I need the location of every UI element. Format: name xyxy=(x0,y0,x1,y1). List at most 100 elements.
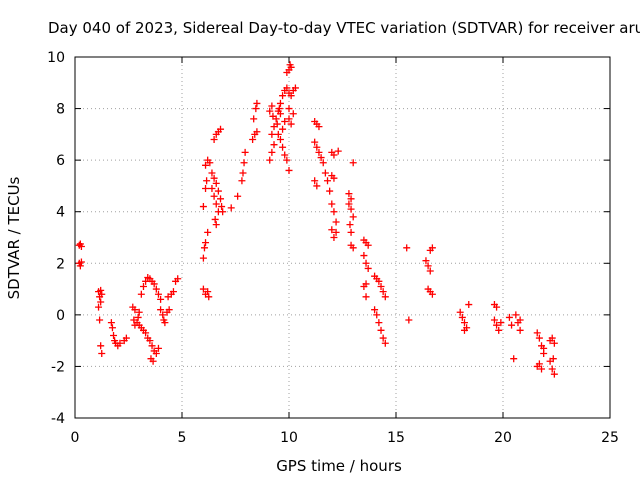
data-point-marker xyxy=(204,288,212,296)
data-point-marker xyxy=(371,306,379,314)
data-point-marker xyxy=(285,105,293,113)
data-point-marker xyxy=(287,92,295,100)
y-tick-label: -2 xyxy=(51,359,65,375)
x-tick-label: 20 xyxy=(494,430,512,446)
data-point-marker xyxy=(505,313,513,321)
data-point-marker xyxy=(270,141,278,149)
data-point-marker xyxy=(208,185,216,193)
data-point-marker xyxy=(495,326,503,334)
data-point-marker xyxy=(96,316,104,324)
data-point-marker xyxy=(139,282,147,290)
data-point-marker xyxy=(381,339,389,347)
data-point-marker xyxy=(330,151,338,159)
data-point-marker xyxy=(334,147,342,155)
data-point-marker xyxy=(313,143,321,151)
data-point-marker xyxy=(152,285,160,293)
data-point-marker xyxy=(210,192,218,200)
data-point-marker xyxy=(287,120,295,128)
data-point-marker xyxy=(95,303,103,311)
data-point-marker xyxy=(174,275,182,283)
data-point-marker xyxy=(142,277,150,285)
data-point-marker xyxy=(428,290,436,298)
data-point-marker xyxy=(211,215,219,223)
data-point-marker xyxy=(238,177,246,185)
data-point-marker xyxy=(210,136,218,144)
data-point-marker xyxy=(250,115,258,123)
data-point-marker xyxy=(108,324,116,332)
data-points xyxy=(75,61,558,378)
data-point-marker xyxy=(548,365,556,373)
data-point-marker xyxy=(362,259,370,267)
data-point-marker xyxy=(268,130,276,138)
data-point-marker xyxy=(199,203,207,211)
data-point-marker xyxy=(76,262,84,270)
data-point-marker xyxy=(97,342,105,350)
data-point-marker xyxy=(535,334,543,342)
data-point-marker xyxy=(364,241,372,249)
x-tick-label: 25 xyxy=(601,430,619,446)
data-point-marker xyxy=(210,174,218,182)
data-point-marker xyxy=(281,151,289,159)
data-point-marker xyxy=(283,156,291,164)
data-point-marker xyxy=(346,221,354,229)
data-point-marker xyxy=(549,355,557,363)
data-point-marker xyxy=(426,267,434,275)
data-point-marker xyxy=(377,282,385,290)
data-point-marker xyxy=(550,370,558,378)
data-point-marker xyxy=(319,159,327,167)
data-point-marker xyxy=(253,99,261,107)
data-point-marker xyxy=(375,319,383,327)
data-point-marker xyxy=(131,306,139,314)
data-point-marker xyxy=(379,288,387,296)
data-point-marker xyxy=(289,110,297,118)
data-point-marker xyxy=(134,313,142,321)
data-point-marker xyxy=(204,228,212,236)
data-point-marker xyxy=(142,329,150,337)
data-point-marker xyxy=(497,319,505,327)
data-point-marker xyxy=(516,326,524,334)
x-axis-label: GPS time / hours xyxy=(276,457,402,475)
y-tick-label: 0 xyxy=(56,308,65,324)
data-point-marker xyxy=(311,138,319,146)
data-point-marker xyxy=(538,365,546,373)
data-point-marker xyxy=(77,258,85,266)
data-point-marker xyxy=(313,182,321,190)
data-point-marker xyxy=(212,200,220,208)
data-point-marker xyxy=(107,319,115,327)
data-point-marker xyxy=(328,226,336,234)
data-point-marker xyxy=(159,311,167,319)
data-point-marker xyxy=(379,334,387,342)
data-point-marker xyxy=(330,174,338,182)
data-point-marker xyxy=(349,159,357,167)
y-tick-label: -4 xyxy=(51,411,65,427)
data-point-marker xyxy=(460,326,468,334)
data-point-marker xyxy=(276,99,284,107)
data-point-marker xyxy=(97,286,105,294)
x-tick-label: 15 xyxy=(387,430,405,446)
data-point-marker xyxy=(279,143,287,151)
x-tick-label: 5 xyxy=(178,430,187,446)
plot-frame xyxy=(74,56,611,419)
x-tick-label: 0 xyxy=(71,430,80,446)
data-point-marker xyxy=(377,326,385,334)
data-point-marker xyxy=(137,290,145,298)
data-point-marker xyxy=(360,252,368,260)
data-point-marker xyxy=(148,342,156,350)
data-point-marker xyxy=(208,169,216,177)
data-point-marker xyxy=(240,159,248,167)
data-point-marker xyxy=(364,264,372,272)
data-point-marker xyxy=(154,344,162,352)
data-point-marker xyxy=(403,244,411,252)
data-point-marker xyxy=(154,290,162,298)
data-point-marker xyxy=(512,311,520,319)
y-tick-label: 6 xyxy=(56,153,65,169)
data-point-marker xyxy=(150,280,158,288)
axis-ticks: 0 5 10 15 20 25 -4 -2 0 2 4 6 8 10 xyxy=(47,50,619,446)
data-point-marker xyxy=(349,213,357,221)
data-point-marker xyxy=(330,234,338,241)
data-point-marker xyxy=(349,244,357,252)
data-point-marker xyxy=(77,243,85,251)
data-point-marker xyxy=(533,329,541,337)
data-point-marker xyxy=(347,205,355,213)
